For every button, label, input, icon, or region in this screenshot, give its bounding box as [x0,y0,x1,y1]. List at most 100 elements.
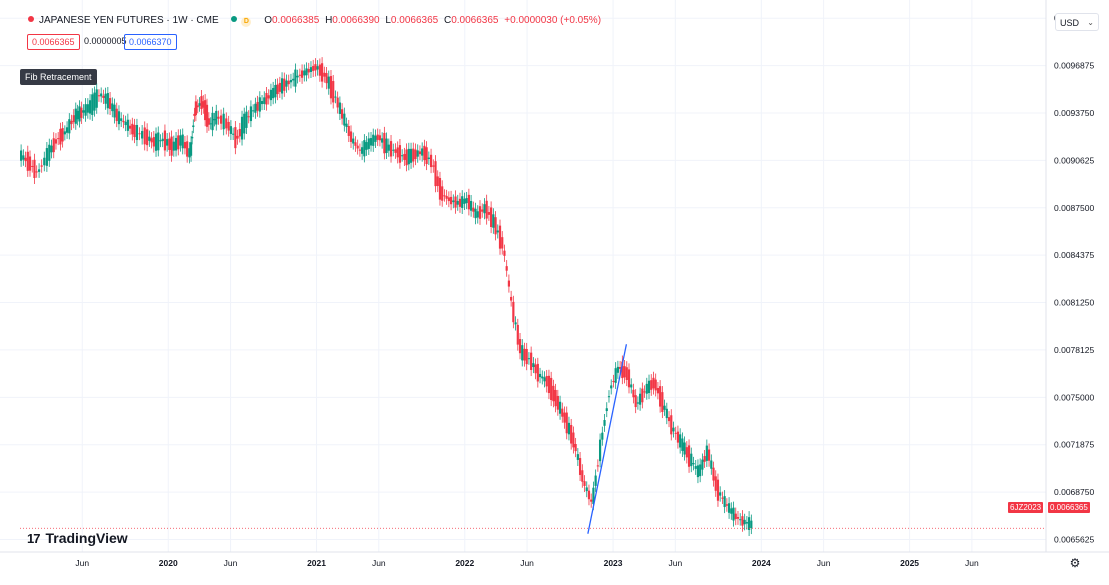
candle [427,151,430,166]
candle [104,87,107,110]
candle [219,109,223,130]
candle [518,332,522,360]
grid [0,0,1046,552]
candle [278,76,281,98]
candle [358,143,361,157]
candle [527,352,531,365]
time-axis[interactable]: Jun 2020 Jun 2021 Jun 2022 Jun 2023 Jun 2024 Jun 20… [75,558,979,568]
candle [674,426,677,440]
candle [45,141,48,172]
candle [652,371,655,395]
candle [501,231,504,255]
candle [258,91,261,118]
candle [381,132,384,149]
candle [421,142,424,162]
candle [745,516,748,530]
candle [131,117,134,141]
candle [174,131,178,157]
candle [734,507,737,526]
candle [189,136,193,162]
candle [63,125,66,141]
candle [392,143,395,157]
candle [86,98,89,119]
candle [719,486,722,502]
candle [254,97,257,119]
candle [730,502,733,520]
candle [690,447,693,473]
candle [567,416,571,441]
price-axis[interactable]: 0.01000000.00968750.00937500.00906250.00… [1054,13,1094,544]
candle [354,136,357,152]
candle [407,142,410,171]
candle [461,190,464,215]
candle [476,205,479,224]
candle [516,318,519,351]
candle [710,454,713,475]
candle [196,99,199,114]
candle [641,382,644,409]
candle [412,142,415,168]
trendline[interactable] [587,344,628,534]
candle [272,81,275,105]
time-tick-label: 2022 [455,558,474,568]
candle [213,112,216,127]
candle [436,170,439,193]
buy-price-button[interactable]: 0.0066370 [124,34,177,50]
candle [252,104,255,118]
candle [265,86,268,111]
candle [449,190,453,211]
candle [632,383,635,404]
sell-price-button[interactable]: 0.0066365 [27,34,80,50]
candle [750,514,753,535]
candle [707,443,711,467]
candle [70,114,73,131]
candle [481,203,484,218]
candle [643,385,646,398]
candle [267,89,270,105]
candle [292,72,295,87]
candle [108,92,112,115]
candle [163,124,167,157]
candle [65,121,69,139]
candle [423,139,426,167]
candle [478,200,482,225]
candle [229,120,233,141]
price-tick-label: 0.0084375 [1054,250,1094,260]
candle [596,459,599,472]
candle [409,142,413,169]
candle [510,290,513,307]
candle [141,124,144,145]
candle [483,198,486,220]
candle [574,437,577,458]
candle [332,74,335,109]
candle [505,260,508,277]
candle [565,406,568,440]
candle [443,189,446,202]
candle [294,63,297,93]
candle [93,86,96,117]
candle [561,402,564,423]
candle [365,136,368,156]
candle [452,194,455,209]
time-tick-label: Jun [520,558,534,568]
candle [31,159,34,173]
price-tick-label: 0.0087500 [1054,203,1094,213]
candle [61,122,64,148]
gear-icon[interactable]: ⚙ [1069,556,1081,570]
candle [323,66,326,83]
tradingview-logo[interactable]: 17 TradingView [27,530,128,546]
candle [545,369,548,393]
candle [445,189,448,205]
candle [456,194,459,211]
candle [283,72,286,97]
currency-select[interactable]: USD ⌄ [1055,13,1099,31]
candle [347,119,350,143]
candle [260,94,264,111]
candle [194,95,197,122]
symbol-title[interactable]: JAPANESE YEN FUTURES · 1W · CME [39,15,219,26]
spread-value: 0.0000005 [84,36,127,46]
candle [211,106,214,137]
candle [329,69,333,105]
candle [552,379,555,408]
